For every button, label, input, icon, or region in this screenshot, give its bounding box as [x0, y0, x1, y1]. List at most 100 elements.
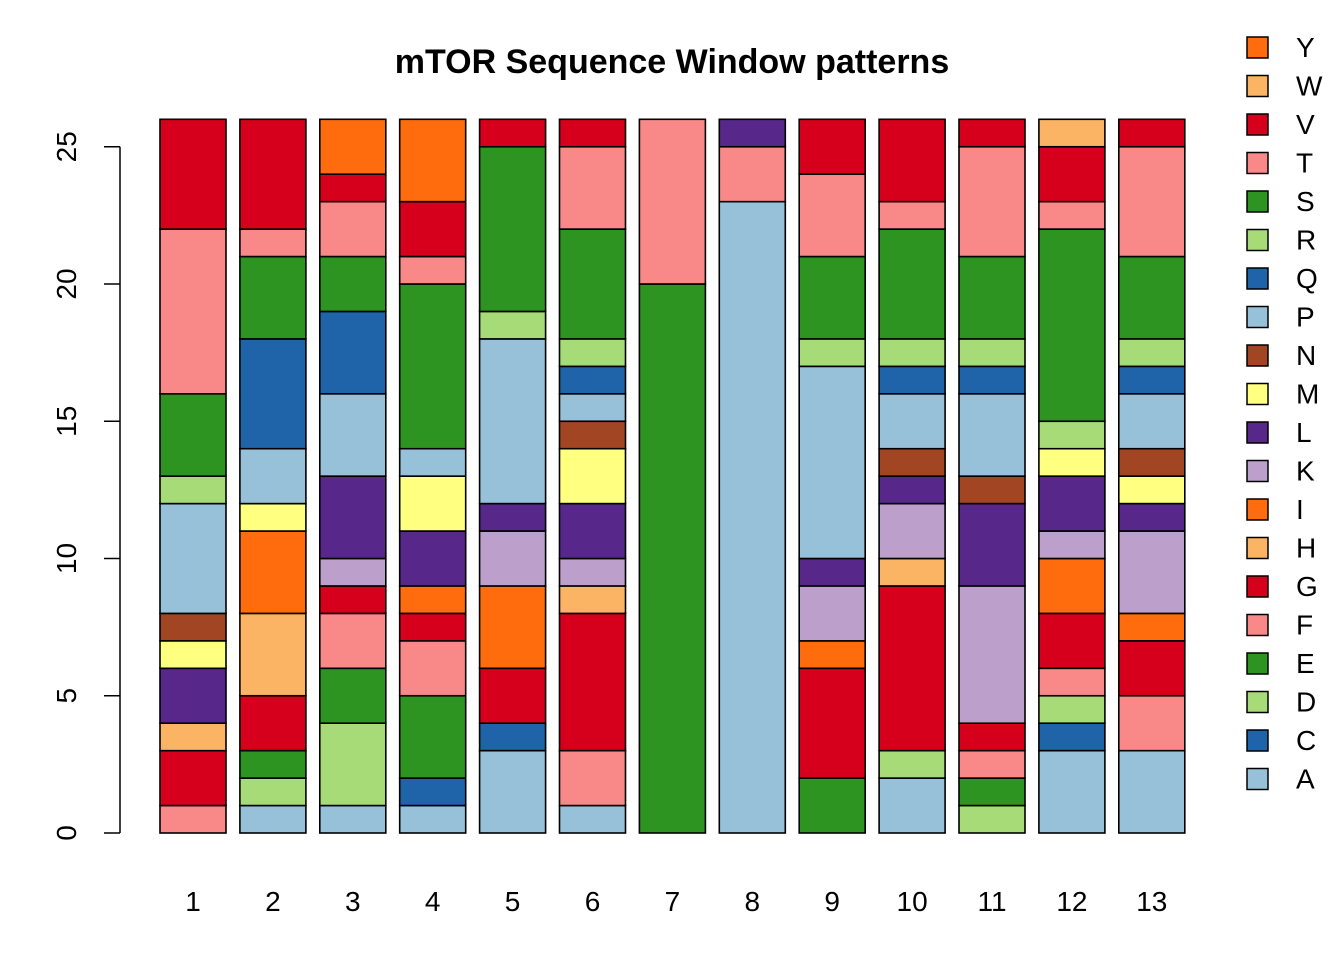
- bar-segment-G: [159, 749, 227, 807]
- bar-segment-G: [239, 694, 307, 752]
- bar-segment-P: [318, 392, 387, 477]
- bar-segment-V: [558, 118, 627, 148]
- x-tick-label: 1: [185, 886, 201, 917]
- bar-segment-H: [878, 557, 946, 587]
- bar-segment-L: [478, 502, 547, 532]
- bar-segment-I: [239, 530, 307, 615]
- bar-segment-S: [398, 283, 467, 450]
- bar-segment-Q: [958, 365, 1026, 395]
- bar-segment-S: [558, 228, 627, 340]
- bar-segment-S: [478, 145, 547, 313]
- bar-segment-I: [478, 585, 547, 670]
- bar-segment-P: [398, 447, 467, 477]
- bar-segment-L: [958, 502, 1026, 587]
- bar-segment-G: [1118, 640, 1186, 697]
- bar-segment-V: [958, 118, 1026, 148]
- legend-label: K: [1296, 456, 1315, 487]
- bar-segment-S: [318, 255, 387, 313]
- legend-swatch: [1246, 536, 1269, 560]
- legend-swatch: [1246, 575, 1269, 598]
- bar-segment-T: [398, 255, 467, 285]
- bar-segment-T: [239, 228, 307, 258]
- legend-label: T: [1296, 148, 1313, 179]
- bar-segment-N: [878, 447, 946, 477]
- bar-segment-P: [878, 392, 946, 450]
- bar-segment-T: [798, 173, 867, 258]
- y-tick-label: 10: [51, 543, 82, 574]
- legend-swatch: [1246, 652, 1269, 675]
- legend-label: C: [1296, 725, 1316, 756]
- bar-segment-E: [239, 749, 307, 779]
- bar-segment-K: [798, 585, 867, 642]
- bar-segment-A: [878, 777, 946, 834]
- bar-segment-Q: [558, 365, 627, 395]
- x-tick-label: 3: [345, 886, 361, 917]
- bar-segment-I: [1038, 557, 1106, 615]
- bar-segment-V: [398, 200, 467, 258]
- bar-segment-K: [1118, 530, 1186, 615]
- x-tick-label: 10: [897, 886, 928, 917]
- bar-segment-S: [1118, 255, 1186, 340]
- bar-segment-Y: [318, 118, 387, 176]
- bar-segment-C: [1038, 722, 1106, 752]
- bar-segment-C: [478, 722, 547, 752]
- bar-segment-P: [958, 392, 1026, 477]
- bar-segment-R: [159, 475, 227, 505]
- bar-segment-L: [398, 530, 467, 587]
- y-tick-label: 25: [51, 131, 82, 162]
- bar-segment-K: [878, 502, 946, 560]
- bar-segment-V: [1118, 118, 1186, 148]
- x-tick-label: 12: [1056, 886, 1087, 917]
- x-tick-label: 8: [745, 886, 761, 917]
- bar-segment-A: [318, 804, 387, 834]
- bar-segment-T: [638, 118, 707, 285]
- y-tick-label: 20: [51, 268, 82, 299]
- bar-segment-R: [958, 338, 1026, 368]
- bar-segment-S: [1038, 228, 1106, 423]
- bar-segment-P: [478, 338, 547, 505]
- bar-segment-T: [558, 145, 627, 230]
- bar-segment-S: [239, 255, 307, 340]
- x-tick-label: 6: [585, 886, 601, 917]
- bar-segment-E: [638, 283, 707, 834]
- bar-segment-M: [558, 447, 627, 505]
- x-tick-label: 2: [265, 886, 281, 917]
- legend-swatch: [1246, 421, 1269, 444]
- bar-segment-M: [239, 502, 307, 532]
- bar-segment-I: [1118, 612, 1186, 642]
- bar-segment-T: [958, 145, 1026, 258]
- bar-segment-G: [318, 585, 387, 615]
- bar-segment-F: [958, 749, 1026, 779]
- chart-title: mTOR Sequence Window patterns: [395, 43, 949, 81]
- bar-segment-L: [718, 118, 787, 148]
- bar-segment-T: [1118, 145, 1186, 258]
- legend-swatch: [1246, 767, 1269, 791]
- x-tick-label: 13: [1136, 886, 1167, 917]
- bar-segment-V: [239, 118, 307, 230]
- legend-swatch: [1246, 228, 1269, 252]
- bar-segment-A: [1118, 749, 1186, 834]
- bar-segment-F: [1118, 694, 1186, 752]
- legend-label: L: [1296, 417, 1312, 448]
- bar-segment-H: [159, 722, 227, 752]
- bar-segment-G: [798, 667, 867, 779]
- bar-segment-T: [318, 200, 387, 258]
- y-axis: 0 5 10 15 20 25: [51, 131, 121, 841]
- bar-segment-L: [1038, 475, 1106, 532]
- bar-segment-T: [1038, 200, 1106, 230]
- bar-segment-V: [1038, 145, 1106, 203]
- bar-segment-D: [1038, 694, 1106, 725]
- bar-segment-G: [398, 612, 467, 642]
- legend-swatch: [1246, 74, 1269, 98]
- x-tick-label: 4: [425, 886, 441, 917]
- bar-segment-D: [958, 804, 1026, 834]
- bar-segment-P: [798, 365, 867, 560]
- bar-segment-F: [398, 640, 467, 697]
- bar-segment-K: [478, 530, 547, 587]
- bar-segment-H: [558, 585, 627, 615]
- bar-segment-L: [1118, 502, 1186, 532]
- x-tick-label: 11: [977, 886, 1006, 917]
- legend-label: V: [1296, 109, 1315, 140]
- bar-segment-S: [798, 255, 867, 340]
- bar-segment-I: [398, 585, 467, 615]
